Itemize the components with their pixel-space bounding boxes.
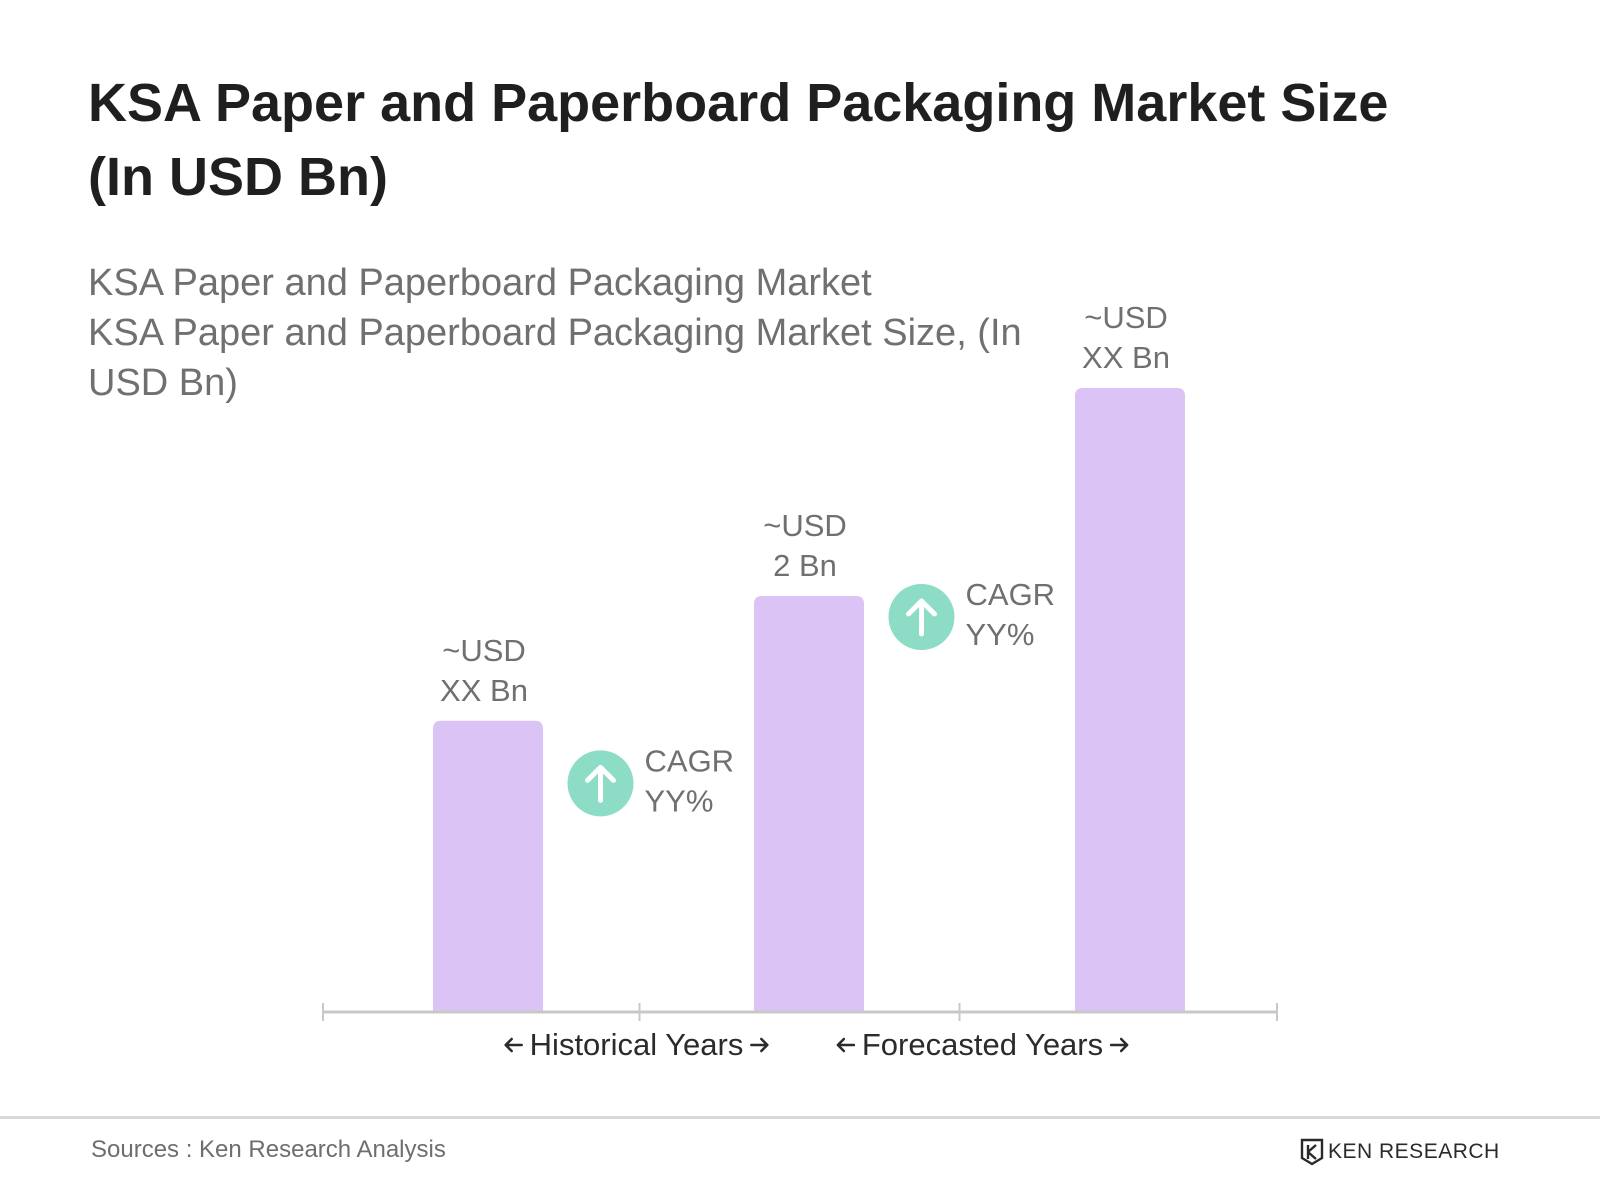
bar-label-3-line-2: XX Bn	[1082, 340, 1170, 375]
bar-label-2-line-2: 2 Bn	[773, 548, 837, 583]
period-label-1: Historical Years	[530, 1027, 744, 1062]
bar-label-3-line-1: ~USD	[1084, 300, 1168, 335]
logo-text: KEN RESEARCH	[1328, 1140, 1500, 1163]
bar-1	[433, 720, 543, 1012]
chart-title-line2: (In USD Bn)	[88, 147, 388, 207]
bar-chart: ~USD XX Bn ~USD 2 Bn ~USD XX Bn CAGR YY% CAGR YY%…	[322, 300, 1278, 1062]
period-left-arrow-icon-2	[836, 1037, 856, 1053]
cagr-label-2-line-2: YY%	[966, 617, 1035, 652]
chart-title-line1: KSA Paper and Paperboard Packaging Marke…	[88, 73, 1389, 133]
ken-research-logo-icon	[1300, 1138, 1324, 1166]
bar-3	[1075, 388, 1185, 1012]
chart-subtitle: KSA Paper and Paperboard Packaging Marke…	[88, 258, 1028, 408]
chart-subtitle-line1: KSA Paper and Paperboard Packaging Marke…	[88, 262, 872, 304]
bar-label-2-line-1: ~USD	[763, 508, 847, 543]
cagr-label-1-line-1: CAGR	[645, 743, 735, 778]
bar-label-1-line-1: ~USD	[442, 633, 526, 668]
period-label-2: Forecasted Years	[862, 1027, 1103, 1062]
bar-label-1-line-2: XX Bn	[440, 673, 528, 708]
ken-research-logo: KEN RESEARCH	[1300, 1138, 1500, 1166]
cagr-label-2-line-1: CAGR	[966, 577, 1056, 612]
period-right-arrow-icon-1	[750, 1037, 769, 1053]
chart-title: KSA Paper and Paperboard Packaging Marke…	[88, 66, 1488, 214]
bar-2	[754, 596, 864, 1012]
period-right-arrow-icon-2	[1109, 1037, 1129, 1053]
chart-subtitle-line3: USD Bn)	[88, 362, 238, 404]
footer-divider	[0, 1116, 1600, 1119]
cagr-arrow-glyph-2	[906, 598, 937, 637]
cagr-label-1-line-2: YY%	[645, 783, 714, 818]
source-note: Sources : Ken Research Analysis	[91, 1136, 446, 1163]
period-left-arrow-icon-1	[504, 1037, 523, 1053]
cagr-arrow-glyph-1	[585, 764, 616, 803]
chart-subtitle-line2: KSA Paper and Paperboard Packaging Marke…	[88, 312, 1022, 354]
